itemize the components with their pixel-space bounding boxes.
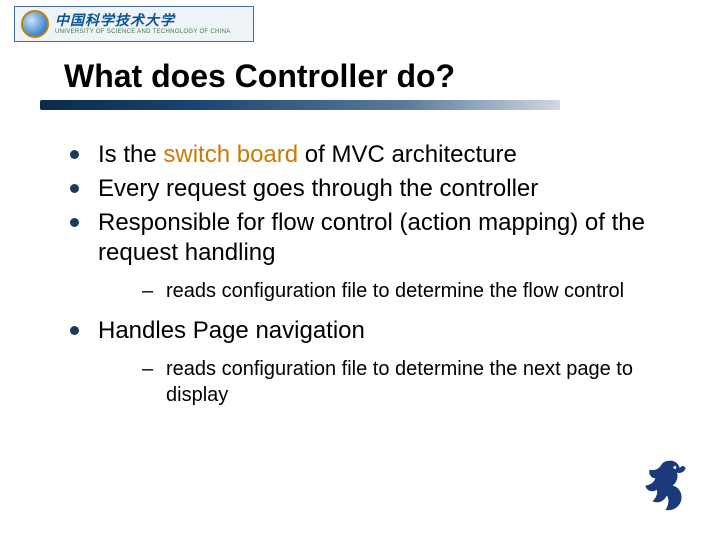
logo-emblem-icon (21, 10, 49, 38)
list-item: Is the switch board of MVC architecture (64, 140, 660, 170)
bullet-text-highlight: switch board (163, 141, 298, 168)
sub-list-item: reads configuration file to determine th… (98, 356, 660, 408)
bullet-text-suffix: of MVC architecture (298, 141, 517, 168)
logo-name-cn: 中国科学技术大学 (55, 13, 231, 27)
sub-bullet-text: reads configuration file to determine th… (166, 280, 624, 302)
list-item: Responsible for flow control (action map… (64, 208, 660, 304)
bullet-text: Handles Page navigation (98, 317, 365, 344)
slide-title: What does Controller do? (64, 58, 455, 95)
list-item: Every request goes through the controlle… (64, 174, 660, 204)
bullet-text: Every request goes through the controlle… (98, 175, 538, 202)
sub-list-item: reads configuration file to determine th… (98, 278, 660, 304)
dragon-icon (628, 448, 700, 520)
bullet-text-prefix: Is the (98, 141, 163, 168)
sub-bullet-text: reads configuration file to determine th… (166, 358, 633, 406)
title-underline (40, 100, 560, 110)
slide-content: Is the switch board of MVC architecture … (64, 140, 660, 420)
sub-bullet-list: reads configuration file to determine th… (98, 356, 660, 408)
institution-logo: 中国科学技术大学 UNIVERSITY OF SCIENCE AND TECHN… (14, 6, 254, 42)
bullet-list: Is the switch board of MVC architecture … (64, 140, 660, 408)
sub-bullet-list: reads configuration file to determine th… (98, 278, 660, 304)
bullet-text: Responsible for flow control (action map… (98, 209, 645, 266)
logo-name-en: UNIVERSITY OF SCIENCE AND TECHNOLOGY OF … (55, 29, 231, 35)
list-item: Handles Page navigation reads configurat… (64, 316, 660, 408)
logo-text-group: 中国科学技术大学 UNIVERSITY OF SCIENCE AND TECHN… (55, 13, 231, 35)
